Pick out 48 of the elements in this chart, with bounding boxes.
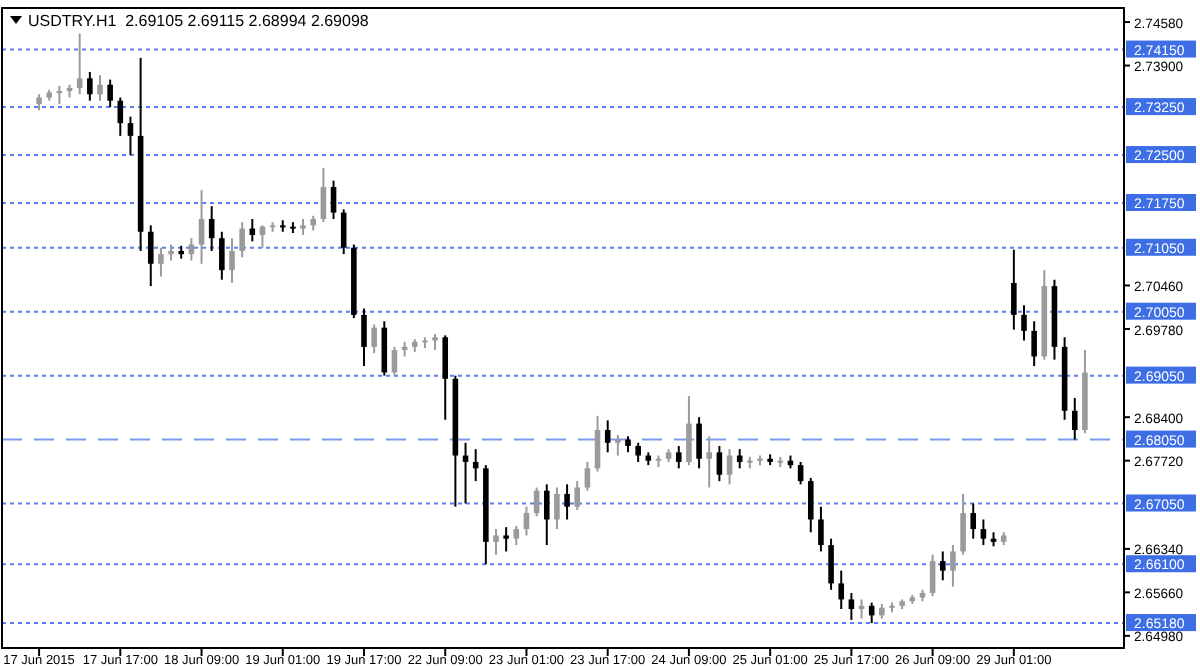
candlestick	[686, 395, 692, 467]
candlestick	[127, 115, 134, 157]
candlestick	[980, 518, 987, 547]
candlestick	[838, 569, 845, 610]
candlestick	[442, 334, 449, 421]
candlestick	[950, 544, 956, 588]
candlestick	[848, 592, 855, 621]
candlestick	[513, 524, 520, 547]
candlestick	[493, 528, 499, 556]
candlestick	[543, 483, 550, 547]
candlestick	[97, 74, 103, 102]
candlestick	[1021, 304, 1027, 342]
chart-title: USDTRY.H1 2.69105 2.69115 2.68994 2.69098	[28, 12, 370, 30]
candlestick	[818, 505, 824, 553]
candlestick	[1071, 397, 1078, 441]
candlestick	[706, 435, 713, 489]
candlestick	[361, 307, 367, 368]
candlestick	[330, 179, 337, 220]
candlestick	[807, 476, 814, 534]
candlestick	[198, 189, 205, 265]
candlestick	[229, 237, 235, 284]
candlestick	[696, 416, 702, 470]
candlestick	[147, 224, 154, 288]
candlestick	[107, 78, 113, 109]
candlestick	[523, 505, 530, 537]
candlestick	[960, 492, 966, 556]
candlestick	[584, 460, 591, 492]
candlestick	[716, 444, 723, 483]
candlestick	[87, 70, 93, 102]
candlestick	[970, 502, 977, 540]
candlestick	[635, 441, 641, 463]
candlestick	[939, 550, 946, 582]
candlestick	[1011, 248, 1017, 331]
candlestick	[158, 246, 164, 278]
candlestick	[615, 434, 621, 457]
candlestick	[574, 480, 581, 511]
candlestick	[76, 32, 83, 96]
candlestick	[371, 323, 377, 355]
candlestick	[604, 419, 611, 454]
candlestick	[503, 526, 509, 553]
candlestick	[564, 483, 570, 521]
candlestick	[828, 537, 834, 591]
candlestick	[797, 460, 804, 486]
candlestick	[219, 230, 225, 281]
candlestick	[1031, 320, 1037, 368]
candlestick	[239, 221, 245, 259]
candlestick	[675, 444, 682, 470]
candlestick	[554, 486, 560, 531]
